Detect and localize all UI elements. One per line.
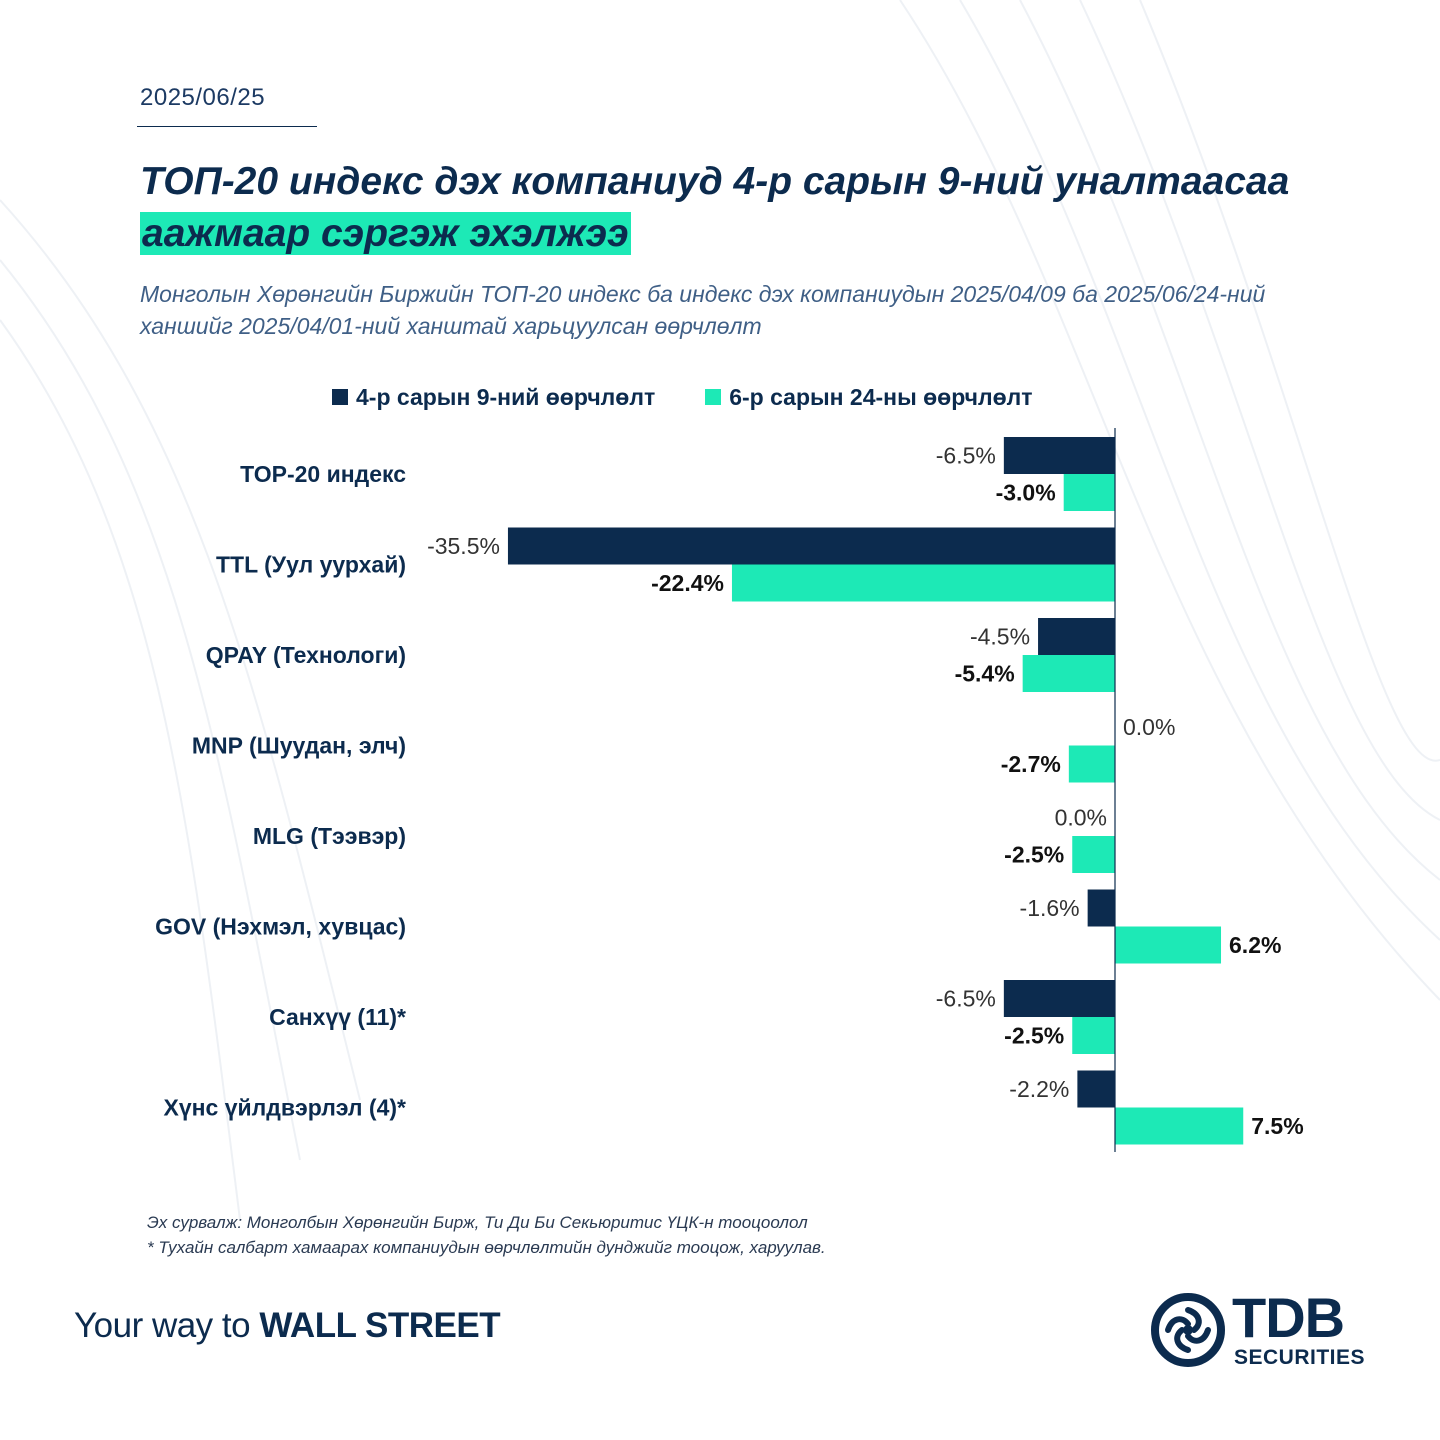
page-subtitle: Монголын Хөрөнгийн Биржийн ТОП-20 индекс… bbox=[140, 281, 1266, 339]
bar-april bbox=[507, 527, 1115, 565]
data-label-april: -35.5% bbox=[427, 533, 500, 559]
data-label-june: 6.2% bbox=[1229, 932, 1281, 958]
data-label-april: 0.0% bbox=[1123, 714, 1175, 740]
bar-june bbox=[1115, 1107, 1244, 1145]
data-label-june: -3.0% bbox=[996, 480, 1056, 506]
bar-april bbox=[1003, 437, 1115, 474]
bar-june bbox=[1068, 745, 1115, 783]
data-label-june: -2.7% bbox=[1001, 751, 1061, 777]
legend-item-april: 4-р сарын 9-ний өөрчлөлт bbox=[332, 384, 655, 411]
tagline: Your way to WALL STREET bbox=[74, 1306, 501, 1346]
source-note: Эх сурвалж: Монголбын Хөрөнгийн Бирж, Ти… bbox=[147, 1213, 808, 1232]
legend-label-june: 6-р сарын 24-ны өөрчлөлт bbox=[729, 383, 1033, 410]
bar-june bbox=[1022, 655, 1115, 692]
tagline-strong: WALL STREET bbox=[259, 1306, 501, 1345]
category-label: Санхүү (11)* bbox=[269, 1004, 406, 1030]
report-date: 2025/06/25 bbox=[140, 84, 266, 111]
category-label: TTL (Уул уурхай) bbox=[216, 552, 406, 578]
title-text: ТОП-20 индекс дэх компаниуд 4-р сарын 9-… bbox=[140, 160, 1290, 203]
title-highlight: аажмаар сэргэж эхэлжээ bbox=[140, 212, 631, 255]
bar-april bbox=[1077, 1070, 1115, 1108]
category-label: GOV (Нэхмэл, хувцас) bbox=[155, 914, 406, 940]
page-title: ТОП-20 индекс дэх компаниуд 4-р сарын 9-… bbox=[140, 156, 1320, 260]
footnotes: Эх сурвалж: Монголбын Хөрөнгийн Бирж, Ти… bbox=[147, 1210, 826, 1260]
legend-item-june: 6-р сарын 24-ны өөрчлөлт bbox=[705, 383, 1033, 411]
asterisk-note: * Тухайн салбарт хамаарах компаниудын өө… bbox=[147, 1238, 826, 1257]
bar-june bbox=[1072, 836, 1115, 873]
date-underline bbox=[137, 126, 317, 127]
legend-swatch-mint bbox=[705, 389, 722, 405]
tagline-light: Your way to bbox=[74, 1306, 260, 1345]
bar-june bbox=[1115, 926, 1222, 964]
category-label: TOP-20 индекс bbox=[240, 461, 406, 487]
bar-june bbox=[1072, 1017, 1115, 1054]
category-label: MLG (Тээвэр) bbox=[253, 823, 406, 849]
data-label-june: -22.4% bbox=[651, 570, 724, 596]
bar-june bbox=[731, 564, 1115, 602]
data-label-june: -2.5% bbox=[1004, 1023, 1064, 1049]
bar-april bbox=[1003, 980, 1115, 1017]
data-label-april: -2.2% bbox=[1009, 1076, 1069, 1102]
data-label-april: -1.6% bbox=[1020, 895, 1080, 921]
data-label-june: -2.5% bbox=[1004, 842, 1064, 868]
data-label-april: -4.5% bbox=[970, 624, 1030, 650]
category-label: QPAY (Технологи) bbox=[206, 642, 406, 668]
tdb-securities-logo: TDB SECURITIES bbox=[1150, 1288, 1380, 1372]
bar-june bbox=[1063, 474, 1115, 511]
category-label: MNP (Шуудан, элч) bbox=[192, 733, 406, 759]
data-label-june: -5.4% bbox=[955, 661, 1015, 687]
data-label-june: 7.5% bbox=[1251, 1113, 1303, 1139]
legend-label-april: 4-р сарын 9-ний өөрчлөлт bbox=[356, 383, 656, 410]
logo-subtext: SECURITIES bbox=[1234, 1346, 1366, 1369]
tdb-logo-icon bbox=[1151, 1293, 1225, 1367]
bar-april bbox=[1038, 618, 1115, 655]
data-label-april: -6.5% bbox=[936, 443, 996, 469]
legend-swatch-navy bbox=[332, 389, 348, 405]
logo-wordmark: TDB bbox=[1232, 1286, 1345, 1349]
data-label-april: 0.0% bbox=[1055, 805, 1107, 831]
data-label-april: -6.5% bbox=[936, 986, 996, 1012]
category-label: Хүнс үйлдвэрлэл (4)* bbox=[164, 1095, 407, 1121]
chart-legend: 4-р сарын 9-ний өөрчлөлт 6-р сарын 24-ны… bbox=[332, 382, 1083, 412]
bar-april bbox=[1087, 889, 1115, 927]
